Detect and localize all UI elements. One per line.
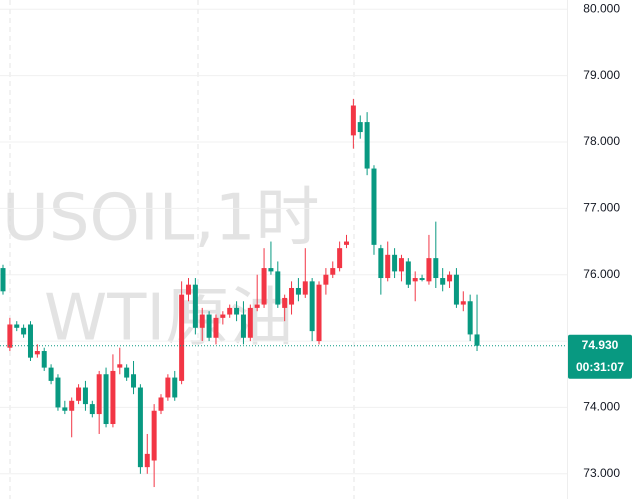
last-price-label: 74.930 [582, 338, 619, 352]
candle-body [440, 278, 446, 285]
candle-body [357, 122, 363, 133]
candle-body [96, 374, 102, 415]
candle-body [185, 284, 191, 295]
candle-body [240, 314, 246, 338]
candle-body [412, 278, 418, 282]
candle-body [179, 294, 185, 381]
candle-body [364, 122, 370, 169]
candle-body [453, 274, 459, 305]
candle-body [21, 327, 27, 335]
candle-body [405, 261, 411, 285]
candle-body [309, 281, 315, 332]
candle-body [398, 258, 404, 272]
candle-body [76, 387, 82, 401]
candle-body [41, 351, 47, 368]
candle-body [419, 278, 425, 281]
candle-body [137, 387, 143, 468]
candle-body [350, 105, 356, 136]
y-tick-label: 73.000 [583, 466, 620, 480]
candle-body [172, 377, 178, 398]
y-tick-label: 77.000 [583, 201, 620, 215]
candle-body [131, 374, 137, 388]
candle-body [199, 314, 205, 328]
candle-body [206, 314, 212, 338]
time-grid [9, 0, 355, 499]
candle-body [89, 404, 95, 415]
candle-body [110, 370, 116, 425]
candle-body [316, 284, 322, 342]
candle-body [447, 274, 453, 282]
y-tick-label: 74.000 [583, 400, 620, 414]
candle-body [213, 317, 219, 338]
candle-body [295, 287, 301, 295]
candle-body [254, 304, 260, 308]
candle-body [460, 301, 466, 305]
candle-body [165, 377, 171, 398]
candle-body [69, 400, 75, 411]
candle-body [467, 301, 473, 335]
candle-body [227, 307, 233, 315]
candle-body [344, 241, 349, 245]
candle-body [0, 268, 6, 292]
candle-body [124, 367, 130, 378]
candle-body [144, 453, 150, 468]
countdown: 00:31:07 [576, 360, 624, 374]
candle-body [7, 324, 13, 348]
y-tick-label: 80.000 [583, 1, 620, 15]
y-tick-label: 76.000 [583, 267, 620, 281]
candle-body [117, 364, 123, 368]
candle-body [433, 258, 439, 279]
candle-body [385, 254, 391, 279]
watermark: USOIL,1时 [2, 182, 319, 256]
candle-body [34, 351, 40, 355]
candle-body [378, 248, 384, 279]
candle-body [392, 254, 398, 272]
candle-body [48, 367, 54, 381]
candle-body [323, 274, 329, 285]
candle-body [247, 307, 253, 338]
candle-body [337, 248, 343, 269]
candle-body [27, 324, 33, 358]
candle-body [151, 410, 157, 461]
y-tick-label: 78.000 [583, 134, 620, 148]
candle-body [82, 387, 88, 405]
watermark: WTI原油 [44, 282, 293, 356]
candle-body [55, 377, 61, 408]
candle-body [268, 268, 274, 272]
y-tick-label: 79.000 [583, 68, 620, 82]
candle-body [275, 271, 281, 305]
candle-body [14, 324, 20, 328]
candle-body [330, 268, 336, 275]
candle-body [371, 168, 377, 245]
candle-body [282, 297, 288, 308]
candle-body [220, 314, 226, 318]
candle-body [426, 258, 432, 282]
candle-body [302, 281, 308, 295]
candle-body [234, 307, 240, 315]
candle-body [261, 268, 267, 305]
candle-body [474, 334, 480, 346]
candle-body [158, 397, 164, 411]
candle-body [62, 407, 68, 411]
candle-body [289, 287, 295, 305]
last-price-tag [568, 334, 632, 379]
candle-body [103, 374, 109, 425]
candle-body [192, 284, 198, 328]
